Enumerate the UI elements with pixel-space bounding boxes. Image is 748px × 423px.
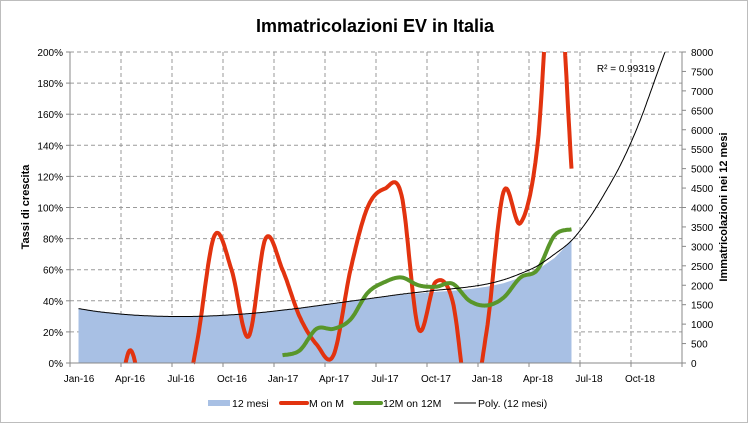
x-tick-label: Oct-16	[217, 374, 247, 385]
x-tick-label: Oct-18	[625, 374, 655, 385]
trendline-poly	[78, 51, 666, 317]
y-tick-label-right: 0	[691, 359, 697, 370]
legend: 12 mesi M on M 12M on 12M Poly. (12 mesi)	[208, 398, 547, 410]
y-tick-label-left: 140%	[37, 141, 63, 152]
chart-title: Immatricolazioni EV in Italia	[256, 16, 495, 36]
y-tick-label-left: 20%	[43, 328, 63, 339]
series-m-on-m-line	[123, 51, 574, 365]
x-tick-label: Jul-18	[575, 374, 603, 385]
y-tick-label-right: 8000	[691, 48, 714, 59]
y-tick-label-right: 3500	[691, 223, 714, 234]
y-tick-label-right: 5500	[691, 145, 714, 156]
y-tick-label-right: 7000	[691, 87, 714, 98]
legend-label: M on M	[309, 398, 344, 410]
y-tick-label-left: 40%	[43, 297, 63, 308]
x-tick-label: Jan-18	[472, 374, 503, 385]
y-tick-label-right: 2000	[691, 281, 714, 292]
y-tick-label-right: 500	[691, 340, 708, 351]
y-axis-left-label: Tassi di crescita	[20, 164, 32, 250]
y-tick-label-left: 80%	[43, 235, 63, 246]
y-tick-label-left: 60%	[43, 266, 63, 277]
line-series	[78, 51, 666, 365]
y-tick-label-left: 200%	[37, 48, 63, 59]
y-tick-label-right: 1500	[691, 301, 714, 312]
x-tick-label: Apr-18	[523, 374, 553, 385]
legend-label: 12M on 12M	[383, 398, 441, 410]
x-tick-label: Jul-17	[371, 374, 399, 385]
y-tick-label-left: 160%	[37, 110, 63, 121]
legend-swatch-12-mesi	[208, 400, 230, 406]
series-12m-on-12m-line	[281, 227, 573, 358]
y-tick-label-right: 4000	[691, 204, 714, 215]
x-tick-label: Jan-16	[64, 374, 95, 385]
area-series-12-mesi	[78, 240, 572, 363]
series-12-mesi-area	[78, 240, 572, 363]
x-tick-label: Oct-17	[421, 374, 451, 385]
y-tick-label-right: 5000	[691, 165, 714, 176]
legend-label: 12 mesi	[232, 398, 269, 410]
x-tick-label: Jul-16	[167, 374, 195, 385]
y-axis-right-label: Immatricolazioni nei 12 mesi	[718, 132, 730, 281]
y-tick-label-right: 1000	[691, 320, 714, 331]
y-tick-label-right: 6500	[691, 106, 714, 117]
y-tick-label-right: 2500	[691, 262, 714, 273]
y-tick-label-right: 3000	[691, 242, 714, 253]
y-tick-label-left: 180%	[37, 79, 63, 90]
y-tick-label-left: 100%	[37, 204, 63, 215]
y-tick-label-left: 120%	[37, 172, 63, 183]
r-squared-annotation: R² = 0.99319	[597, 64, 656, 75]
axes: 0% 20% 40% 60% 80% 100% 120% 140% 160% 180% 200% 0 5…	[37, 48, 713, 385]
y-tick-label-left: 0%	[49, 359, 64, 370]
legend-label: Poly. (12 mesi)	[478, 398, 547, 410]
y-tick-label-right: 6000	[691, 126, 714, 137]
x-tick-label: Jan-17	[268, 374, 299, 385]
x-tick-label: Apr-17	[319, 374, 349, 385]
x-tick-label: Apr-16	[115, 374, 145, 385]
y-tick-label-right: 7500	[691, 67, 714, 78]
y-tick-label-right: 4500	[691, 184, 714, 195]
